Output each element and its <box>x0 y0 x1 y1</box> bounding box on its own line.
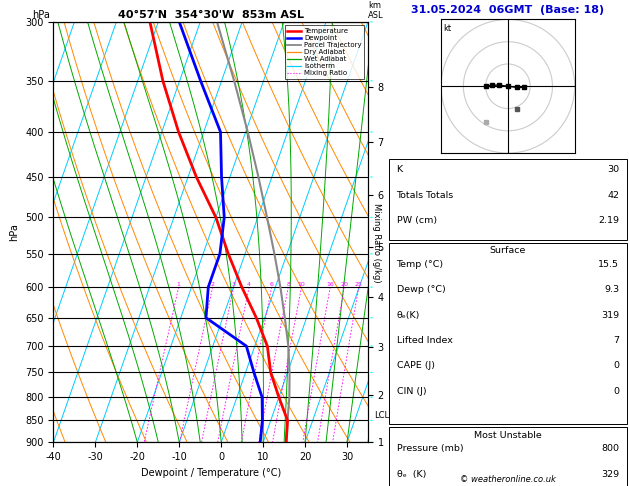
Text: 800: 800 <box>601 444 620 453</box>
Text: © weatheronline.co.uk: © weatheronline.co.uk <box>460 474 556 484</box>
Text: 3: 3 <box>231 282 236 287</box>
X-axis label: Dewpoint / Temperature (°C): Dewpoint / Temperature (°C) <box>141 468 281 478</box>
Text: 10: 10 <box>298 282 305 287</box>
Text: 20: 20 <box>340 282 348 287</box>
Text: CAPE (J): CAPE (J) <box>396 361 435 370</box>
Bar <box>389 159 626 240</box>
Text: 329: 329 <box>601 469 620 479</box>
Text: PW (cm): PW (cm) <box>396 216 437 225</box>
Text: Pressure (mb): Pressure (mb) <box>396 444 463 453</box>
Text: kt: kt <box>443 24 452 33</box>
Text: Dewp (°C): Dewp (°C) <box>396 285 445 295</box>
Text: 16: 16 <box>326 282 334 287</box>
Text: hPa: hPa <box>33 10 50 20</box>
Text: K: K <box>396 165 403 174</box>
Text: 1: 1 <box>177 282 181 287</box>
Text: Most Unstable: Most Unstable <box>474 431 542 440</box>
Text: Mixing Ratio (g/kg): Mixing Ratio (g/kg) <box>372 203 381 283</box>
Text: Temp (°C): Temp (°C) <box>396 260 443 269</box>
Text: θₑ(K): θₑ(K) <box>396 311 420 320</box>
Text: 319: 319 <box>601 311 620 320</box>
Text: Totals Totals: Totals Totals <box>396 191 454 200</box>
Text: 30: 30 <box>607 165 620 174</box>
Text: θₑ  (K): θₑ (K) <box>396 469 426 479</box>
Text: 15.5: 15.5 <box>598 260 620 269</box>
Text: 2: 2 <box>211 282 214 287</box>
Text: Lifted Index: Lifted Index <box>396 336 452 345</box>
Text: km
ASL: km ASL <box>368 1 384 20</box>
Legend: Temperature, Dewpoint, Parcel Trajectory, Dry Adiabat, Wet Adiabat, Isotherm, Mi: Temperature, Dewpoint, Parcel Trajectory… <box>285 25 364 79</box>
Y-axis label: hPa: hPa <box>9 223 19 241</box>
Text: 6: 6 <box>270 282 274 287</box>
Text: 4: 4 <box>247 282 251 287</box>
Text: 2.19: 2.19 <box>598 216 620 225</box>
Bar <box>389 243 626 424</box>
Text: LCL: LCL <box>374 411 389 420</box>
Text: 7: 7 <box>613 336 620 345</box>
Text: 42: 42 <box>608 191 620 200</box>
Text: 31.05.2024  06GMT  (Base: 18): 31.05.2024 06GMT (Base: 18) <box>411 5 604 15</box>
Text: CIN (J): CIN (J) <box>396 386 426 396</box>
Text: 9.3: 9.3 <box>604 285 620 295</box>
Title: 40°57'N  354°30'W  853m ASL: 40°57'N 354°30'W 853m ASL <box>118 10 304 20</box>
Bar <box>389 427 626 486</box>
Text: 0: 0 <box>613 361 620 370</box>
Text: 8: 8 <box>286 282 290 287</box>
Text: Surface: Surface <box>490 246 526 256</box>
Text: 25: 25 <box>355 282 363 287</box>
Text: 0: 0 <box>613 386 620 396</box>
